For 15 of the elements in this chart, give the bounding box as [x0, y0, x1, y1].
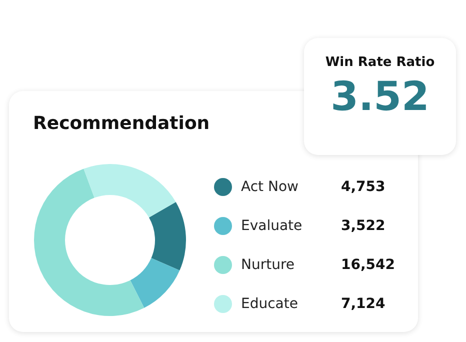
- text: Win Rate Ratio: [324, 55, 436, 70]
- chart-title: Recommendation: [33, 113, 210, 134]
- donut-slice: [148, 202, 186, 270]
- legend-label: Act Now: [241, 178, 300, 194]
- text: 3.52: [330, 74, 430, 120]
- legend-label: Educate: [241, 296, 299, 312]
- data-label: 7,124: [341, 296, 386, 312]
- donut-slice: [84, 164, 176, 218]
- data-label: 4,753: [341, 178, 386, 194]
- legend-label: Nurture: [241, 256, 296, 272]
- data-label: 3,522: [341, 218, 386, 234]
- data-label: 16,542: [341, 256, 396, 272]
- donut-slice: [34, 168, 144, 316]
- donut-slice: [130, 258, 180, 308]
- legend-label: Evaluate: [241, 218, 304, 234]
